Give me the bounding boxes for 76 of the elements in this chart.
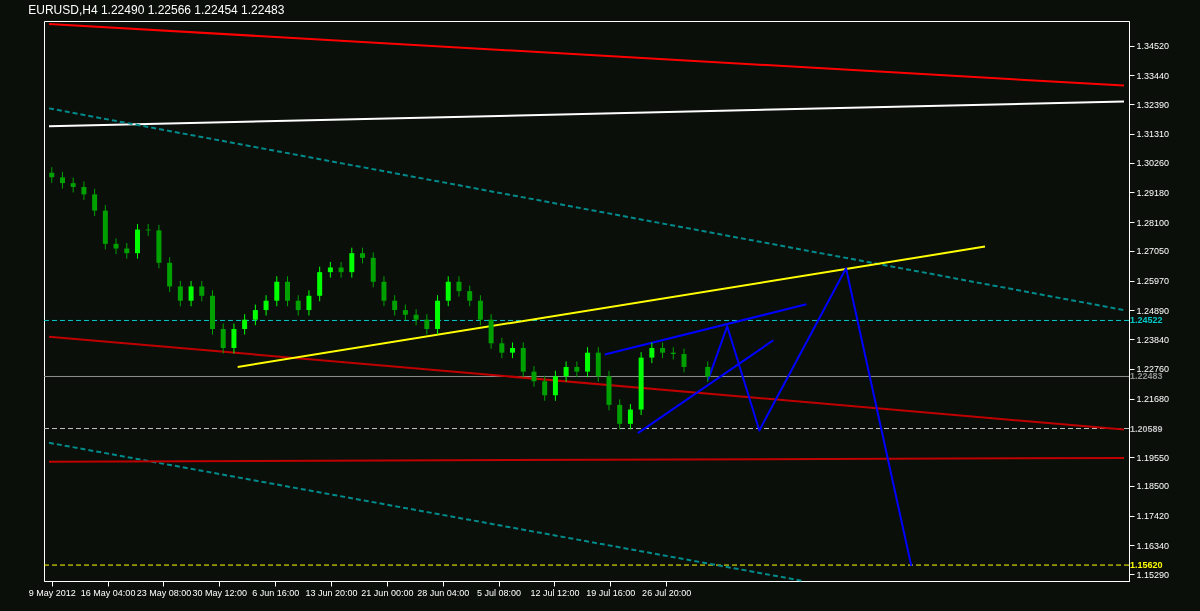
x-tick-label: 5 Jul 08:00: [477, 587, 522, 598]
candlestick: [306, 289, 312, 317]
candlestick: [563, 360, 569, 383]
candlestick: [177, 280, 183, 307]
x-tick-label: 21 Jun 00:00: [361, 587, 414, 598]
candlestick: [220, 323, 226, 354]
y-tick-label: 1.30260: [1136, 158, 1170, 169]
candlestick: [488, 313, 494, 350]
candlestick: [113, 237, 119, 255]
candlestick: [338, 261, 344, 279]
y-tick-label: 1.21680: [1136, 394, 1170, 405]
candlestick: [499, 337, 505, 359]
candlestick: [520, 341, 526, 378]
candlestick: [467, 285, 473, 307]
candlestick: [456, 275, 462, 298]
x-tick-label: 30 May 12:00: [192, 587, 248, 598]
x-tick-label: 9 May 2012: [28, 587, 76, 598]
candlestick: [274, 275, 280, 307]
candlestick: [295, 294, 301, 317]
candlestick: [445, 275, 451, 307]
candlestick: [627, 403, 633, 430]
x-tick-label: 26 Jul 20:00: [642, 587, 692, 598]
candlestick: [349, 247, 355, 279]
ref-line-label: 1.24522: [1130, 315, 1163, 326]
candlestick: [242, 313, 248, 336]
x-tick-label: 23 May 08:00: [136, 587, 192, 598]
candlestick: [263, 294, 269, 317]
candlestick: [134, 223, 140, 260]
y-tick-label: 1.17420: [1136, 511, 1170, 522]
candlestick: [705, 360, 711, 383]
candlestick: [477, 294, 483, 326]
y-tick-label: 1.23840: [1136, 334, 1170, 345]
candlestick: [381, 275, 387, 307]
y-tick-label: 1.18500: [1136, 481, 1170, 492]
candlestick: [231, 323, 237, 354]
candlestick: [552, 370, 558, 402]
candlestick: [542, 375, 548, 402]
candlestick: [413, 308, 419, 326]
candlestick: [252, 304, 258, 326]
y-tick-label: 1.24890: [1136, 305, 1170, 316]
y-tick-label: 1.32390: [1136, 99, 1170, 110]
x-tick-label: 13 Jun 20:00: [305, 587, 358, 598]
candlestick: [424, 313, 430, 336]
candlestick: [595, 346, 601, 383]
chart-title: EURUSD,H4 1.22490 1.22566 1.22454 1.22483: [28, 3, 285, 17]
x-tick-label: 16 May 04:00: [80, 587, 136, 598]
ref-line-label: 1.20589: [1130, 423, 1163, 434]
y-tick-label: 1.34520: [1136, 41, 1170, 52]
candlestick: [617, 398, 623, 430]
candlestick: [585, 346, 591, 378]
y-tick-label: 1.27050: [1136, 246, 1170, 257]
candlestick: [92, 188, 98, 217]
candlestick: [370, 251, 376, 288]
candlestick: [392, 294, 398, 317]
y-tick-label: 1.25970: [1136, 276, 1170, 287]
y-tick-label: 1.31310: [1136, 129, 1170, 140]
y-tick-label: 1.28100: [1136, 217, 1170, 228]
y-tick-label: 1.29180: [1136, 187, 1170, 198]
y-tick-label: 1.15290: [1136, 569, 1170, 580]
ref-line-label: 1.15620: [1130, 560, 1163, 571]
y-tick-label: 1.16340: [1136, 540, 1170, 551]
candlestick: [681, 348, 687, 373]
candlestick: [167, 256, 173, 293]
candlestick: [317, 266, 323, 302]
candlestick: [531, 365, 537, 388]
x-tick-label: 19 Jul 16:00: [586, 587, 636, 598]
x-tick-label: 12 Jul 12:00: [530, 587, 580, 598]
candlestick: [285, 275, 291, 307]
candlestick: [188, 280, 194, 307]
y-tick-label: 1.33440: [1136, 70, 1170, 81]
candlestick: [81, 180, 87, 201]
y-tick-label: 1.19550: [1136, 452, 1170, 463]
candlestick: [199, 280, 205, 302]
candlestick: [649, 341, 655, 364]
x-tick-label: 6 Jun 16:00: [252, 587, 300, 598]
x-tick-label: 28 Jun 04:00: [417, 587, 470, 598]
